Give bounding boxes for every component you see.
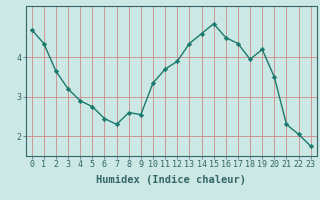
- X-axis label: Humidex (Indice chaleur): Humidex (Indice chaleur): [96, 175, 246, 185]
